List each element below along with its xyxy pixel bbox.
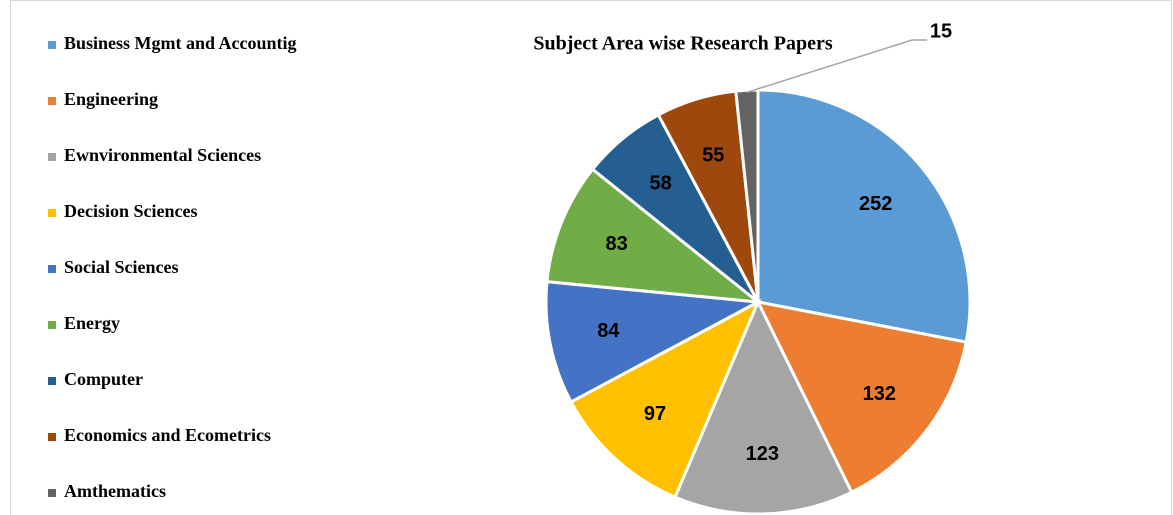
legend-label: Decision Sciences — [64, 201, 197, 221]
legend-label: Economics and Ecometrics — [64, 425, 271, 445]
legend-marker — [48, 209, 56, 217]
pie-slice — [544, 280, 764, 404]
pie-slice — [673, 298, 854, 515]
pie-slice — [545, 167, 763, 304]
data-label: 55 — [702, 144, 724, 166]
pie-slice — [755, 299, 968, 495]
pie-slice — [756, 88, 972, 344]
pie-slice — [734, 88, 760, 303]
legend-marker — [48, 265, 56, 273]
legend-marker — [48, 489, 56, 497]
legend-label: Business Mgmt and Accountig — [64, 33, 297, 53]
data-label: 97 — [644, 403, 666, 425]
data-label: 252 — [859, 193, 892, 215]
legend-label: Engineering — [64, 89, 158, 109]
legend-label: Amthematics — [64, 481, 166, 501]
legend-marker — [48, 41, 56, 49]
legend-marker — [48, 377, 56, 385]
legend-label: Ewnvironmental Sciences — [64, 145, 261, 165]
leader-line — [746, 39, 928, 94]
legend-marker — [48, 433, 56, 441]
legend-marker — [48, 97, 56, 105]
data-label: 15 — [930, 20, 952, 42]
pie-slice — [569, 298, 762, 500]
legend-label: Social Sciences — [64, 257, 179, 277]
legend-marker — [48, 153, 56, 161]
data-label: 58 — [649, 173, 671, 195]
legend-label: Energy — [64, 313, 120, 333]
legend-marker — [48, 321, 56, 329]
data-label: 123 — [746, 443, 779, 465]
legend-label: Computer — [64, 369, 143, 389]
data-label: 132 — [863, 383, 896, 405]
data-label: 83 — [605, 233, 627, 255]
chart-title: Subject Area wise Research Papers — [533, 33, 832, 55]
data-label: 84 — [597, 320, 620, 342]
